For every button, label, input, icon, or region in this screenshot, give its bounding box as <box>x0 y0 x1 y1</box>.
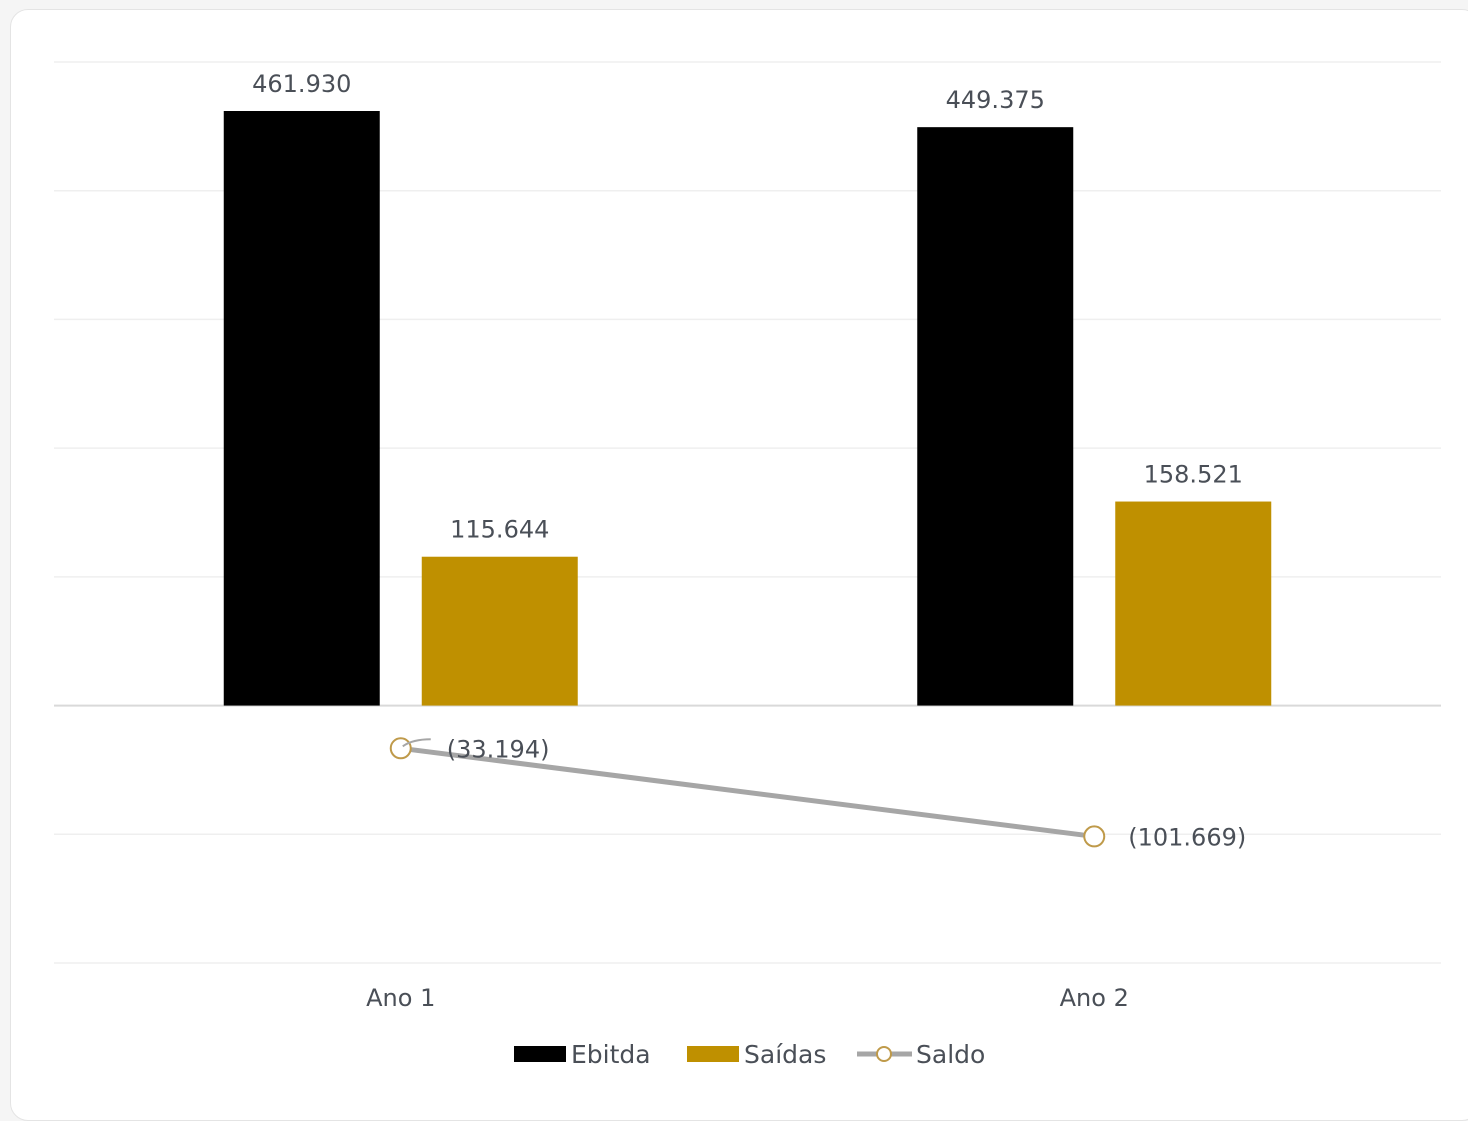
data-label-saidas-1: 115.644 <box>450 516 549 544</box>
bar-saidas-1 <box>421 556 578 706</box>
data-label-saidas-2: 158.521 <box>1144 461 1243 489</box>
category-label-ano-2: Ano 2 <box>1060 984 1129 1012</box>
legend-item-saldo: Saldo <box>857 1040 985 1069</box>
category-axis-labels: Ano 1 Ano 2 <box>366 984 1129 1012</box>
bar-ebitda-1 <box>223 111 380 706</box>
data-label-ebitda-2: 449.375 <box>946 86 1045 114</box>
data-label-ebitda-1: 461.930 <box>252 70 351 98</box>
legend-marker-saldo <box>876 1046 892 1062</box>
legend-label-ebitda: Ebitda <box>571 1040 651 1069</box>
saldo-marker-1 <box>389 737 412 760</box>
data-label-saldo-2: (101.669) <box>1128 823 1246 851</box>
saldo-line <box>398 745 1097 839</box>
data-label-saldo-1: (33.194) <box>447 735 550 763</box>
saldo-line-series <box>389 737 1106 848</box>
legend-item-ebitda: Ebitda <box>514 1040 651 1069</box>
bar-ebitda-2 <box>917 127 1074 706</box>
legend: Ebitda Saídas Saldo <box>514 1040 985 1069</box>
legend-item-saidas: Saídas <box>687 1040 826 1069</box>
bars <box>223 111 1272 706</box>
saldo-marker-2 <box>1083 825 1106 848</box>
category-label-ano-1: Ano 1 <box>366 984 435 1012</box>
legend-swatch-saidas <box>687 1046 739 1062</box>
legend-swatch-ebitda <box>514 1046 566 1062</box>
bar-saidas-2 <box>1115 501 1272 706</box>
data-label-leader-saldo-1 <box>402 738 431 748</box>
data-labels: 461.930 449.375 115.644 158.521 (33.194) (101… <box>252 70 1246 851</box>
legend-label-saidas: Saídas <box>744 1040 826 1069</box>
legend-label-saldo: Saldo <box>916 1040 985 1069</box>
